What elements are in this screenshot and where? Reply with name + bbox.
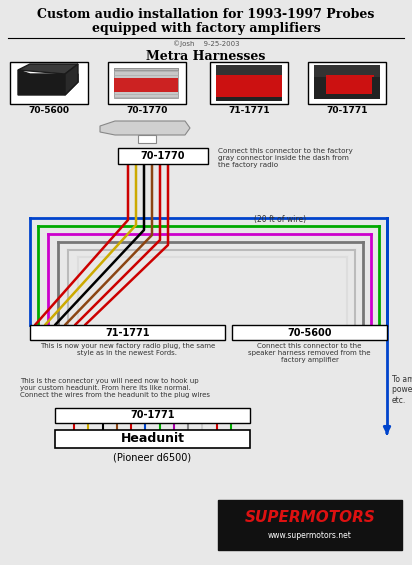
- Bar: [108, 62, 186, 104]
- Text: 70-1770: 70-1770: [141, 151, 185, 161]
- Text: 70-5600: 70-5600: [28, 106, 70, 115]
- Text: Headunit: Headunit: [120, 432, 185, 445]
- Text: Connect this connector to the factory
gray connector inside the dash from
the fa: Connect this connector to the factory gr…: [218, 148, 353, 168]
- Bar: [114, 68, 178, 98]
- Polygon shape: [18, 70, 78, 95]
- Bar: [372, 77, 380, 95]
- Bar: [216, 65, 282, 75]
- Bar: [118, 148, 208, 164]
- Text: ©Josh    9-25-2003: ©Josh 9-25-2003: [173, 40, 239, 47]
- Text: This is the connector you will need now to hook up
your custom headunit. From he: This is the connector you will need now …: [20, 378, 210, 398]
- Bar: [55, 430, 250, 448]
- Bar: [30, 325, 225, 340]
- Bar: [314, 94, 380, 99]
- Bar: [55, 408, 250, 423]
- Polygon shape: [114, 68, 178, 70]
- Text: To amp remote,
power antenna,
etc.: To amp remote, power antenna, etc.: [392, 375, 412, 405]
- Text: Metra Harnesses: Metra Harnesses: [146, 50, 266, 63]
- Text: www.supermotors.net: www.supermotors.net: [268, 532, 352, 541]
- Bar: [314, 77, 326, 95]
- Text: SUPERMOTORS: SUPERMOTORS: [245, 511, 375, 525]
- Bar: [232, 325, 387, 340]
- Text: 71-1771: 71-1771: [105, 328, 150, 337]
- Text: 70-1771: 70-1771: [130, 411, 175, 420]
- Bar: [308, 62, 386, 104]
- Bar: [218, 500, 402, 550]
- Bar: [216, 97, 282, 101]
- Polygon shape: [65, 64, 78, 95]
- Text: 70-1770: 70-1770: [126, 106, 168, 115]
- Text: (20 ft of wire): (20 ft of wire): [254, 215, 306, 224]
- Bar: [10, 62, 88, 104]
- Text: 71-1771: 71-1771: [228, 106, 270, 115]
- Text: 70-5600: 70-5600: [287, 328, 332, 337]
- Bar: [326, 75, 374, 97]
- Polygon shape: [18, 64, 78, 74]
- Bar: [216, 75, 282, 100]
- Bar: [138, 135, 156, 143]
- Bar: [210, 62, 288, 104]
- Text: (Pioneer d6500): (Pioneer d6500): [113, 452, 192, 462]
- Text: Connect this connector to the
speaker harness removed from the
factory amplifier: Connect this connector to the speaker ha…: [248, 343, 371, 363]
- Polygon shape: [100, 121, 190, 135]
- Bar: [314, 65, 380, 77]
- Text: Custom audio installation for 1993-1997 Probes: Custom audio installation for 1993-1997 …: [37, 8, 375, 21]
- Text: 70-1771: 70-1771: [326, 106, 368, 115]
- Text: equipped with factory amplifiers: equipped with factory amplifiers: [91, 22, 321, 35]
- Text: This is now your new factory radio plug, the same
style as in the newest Fords.: This is now your new factory radio plug,…: [40, 343, 215, 356]
- Bar: [114, 78, 178, 92]
